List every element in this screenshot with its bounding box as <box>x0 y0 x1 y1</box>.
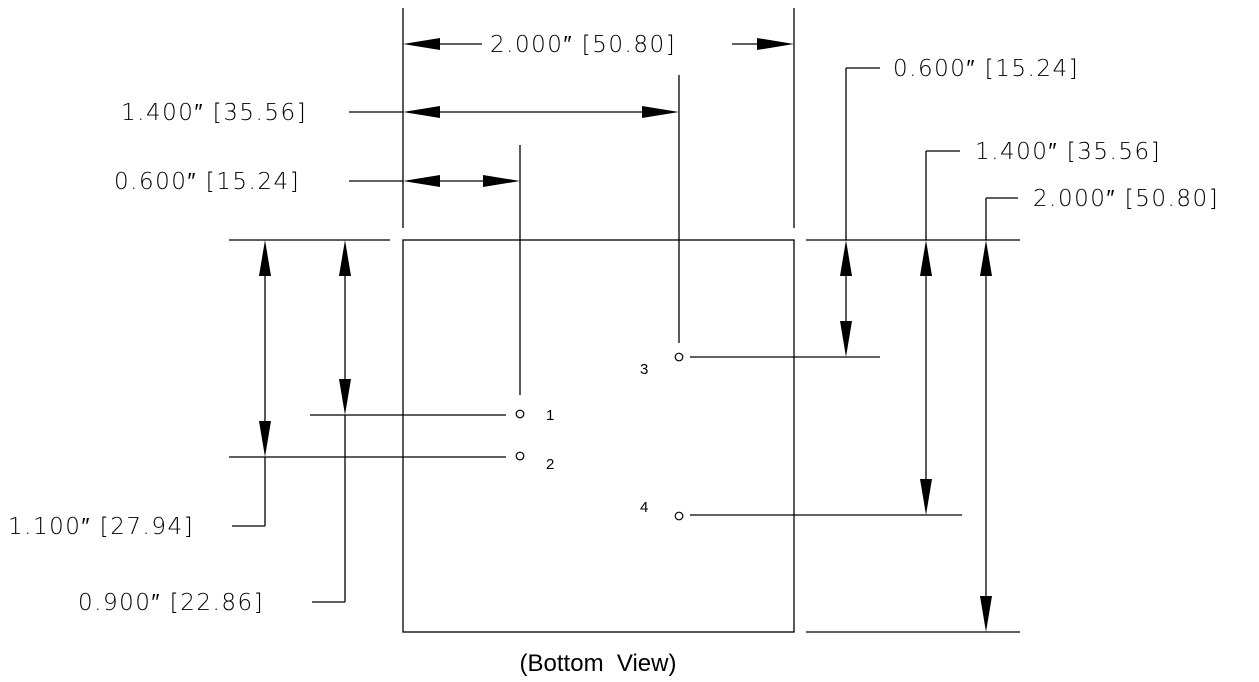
pin4-vertical-label: 1.400″ [35.56] <box>975 139 1161 165</box>
pin1-vertical-dimension: 0.900″ [22.86] <box>78 240 351 616</box>
pin-2 <box>515 451 525 461</box>
pin1-vertical-label: 0.900″ [22.86] <box>78 590 264 616</box>
pin3-horizontal-label: 1.400″ [35.56] <box>121 100 307 126</box>
pin2-vertical-dimension: 1.100″ [27.94] <box>8 240 271 540</box>
pin-4-label: 4 <box>640 499 648 516</box>
pin1-horizontal-label: 0.600″ [15.24] <box>114 169 300 195</box>
pin-1 <box>515 409 525 419</box>
width-top-label: 2.000″ [50.80] <box>490 32 676 58</box>
pin-4 <box>674 511 684 521</box>
pin4-vertical-dimension: 1.400″ [35.56] <box>690 139 1161 516</box>
pin-2-label: 2 <box>546 456 554 473</box>
pin3-vertical-dimension: 0.600″ [15.24] <box>690 56 1079 358</box>
pin-1-label: 1 <box>546 407 554 424</box>
height-right-dimension: 2.000″ [50.80] <box>980 186 1219 632</box>
pin-3-label: 3 <box>640 361 648 378</box>
pin1-horizontal-dimension: 0.600″ [15.24] <box>114 145 521 395</box>
pin3-vertical-label: 0.600″ [15.24] <box>893 56 1079 82</box>
pin-3 <box>674 352 684 362</box>
package-outline <box>402 239 795 633</box>
pin2-vertical-label: 1.100″ [27.94] <box>8 514 194 540</box>
width-top-dimension: 2.000″ [50.80] <box>402 8 795 228</box>
height-right-label: 2.000″ [50.80] <box>1033 186 1219 212</box>
pin3-horizontal-dimension: 1.400″ [35.56] <box>121 75 680 343</box>
view-caption: (Bottom View) <box>520 650 677 677</box>
